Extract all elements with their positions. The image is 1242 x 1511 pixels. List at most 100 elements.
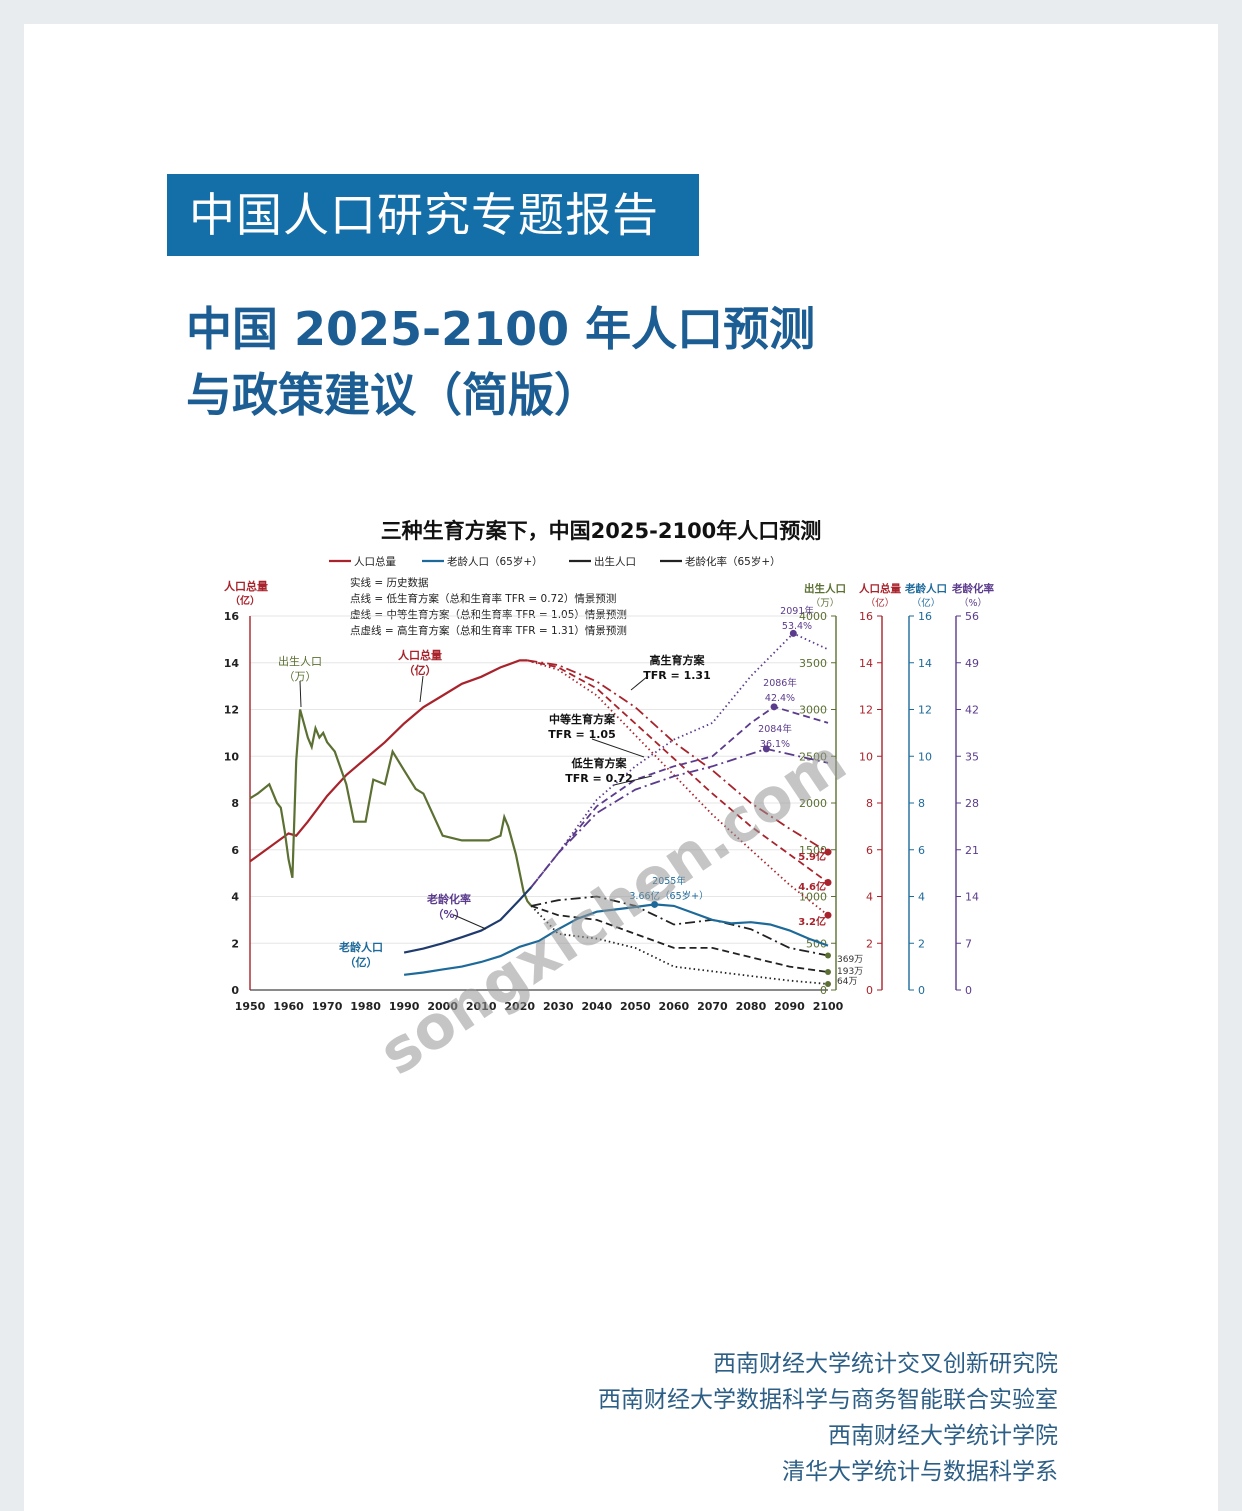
x-tick-label: 2000: [427, 1000, 458, 1013]
出生人口-tick-label: 4000: [799, 610, 827, 623]
series-line-aging-11: [530, 705, 829, 888]
series-line-aging-10: [530, 632, 829, 888]
high-scenario-annotation-0: 高生育方案: [650, 653, 706, 667]
report-cover: 中国人口研究专题报告 中国 2025-2100 年人口预测 与政策建议（简版） …: [24, 24, 1218, 1511]
end-births-label-1: 193万: [837, 967, 863, 977]
老龄化率-tick-label: 0: [965, 984, 972, 997]
x-tick-label: 1950: [235, 1000, 266, 1013]
legend-label-0: 人口总量: [354, 555, 396, 568]
老龄化率-tick-label: 35: [965, 750, 979, 763]
institute-1: 西南财经大学统计交叉创新研究院: [713, 1351, 1058, 1377]
aging-hist-annotation-0: 老龄化率: [426, 892, 471, 906]
老龄人口-tick-label: 14: [918, 657, 932, 670]
mid-scenario-annotation-1: TFR = 1.05: [548, 728, 616, 741]
line-style-note-2: 虚线 = 中等生育方案（总和生育率 TFR = 1.05）情景预测: [350, 608, 627, 621]
births-end-marker: [825, 952, 831, 959]
births-end-marker: [825, 968, 831, 975]
high-scenario-annotation-1: TFR = 1.31: [643, 669, 711, 682]
x-tick-label: 2070: [697, 1000, 728, 1013]
end-total-label-1: 4.6亿: [798, 880, 826, 893]
series-line-total-2: [527, 659, 829, 884]
peak-mid-annotation-0: 2086年: [763, 677, 797, 689]
left-tick-label: 16: [224, 610, 240, 623]
老龄人口-tick-label: 4: [918, 891, 925, 904]
series-line-total-0: [249, 659, 528, 863]
aging-peak-marker: [789, 629, 797, 637]
老龄化率-tick-label: 49: [965, 657, 979, 670]
aging-peak-marker: [762, 745, 770, 753]
出生人口-tick-label: 0: [820, 984, 827, 997]
x-tick-label: 2030: [543, 1000, 574, 1013]
人口总量-axis-label: 人口总量: [859, 582, 901, 595]
x-tick-label: 1980: [350, 1000, 381, 1013]
title-line-1: 中国 2025-2100 年人口预测: [186, 302, 816, 356]
x-tick-label: 2060: [659, 1000, 690, 1013]
peak-mid-annotation-1: 42.4%: [765, 693, 795, 704]
elderly-peak-marker: [651, 900, 659, 908]
人口总量-tick-label: 8: [866, 797, 873, 810]
total-end-marker: [824, 848, 832, 856]
人口总量-tick-label: 10: [859, 750, 873, 763]
老龄人口-tick-label: 12: [918, 704, 932, 717]
institute-2: 西南财经大学数据科学与商务智能联合实验室: [598, 1387, 1058, 1413]
annotation-arrow-0: [299, 680, 302, 708]
report-title: 中国 2025-2100 年人口预测 与政策建议（简版）: [186, 296, 815, 428]
left-axis-label: 人口总量: [224, 579, 268, 593]
人口总量-tick-label: 12: [859, 704, 873, 717]
老龄人口-axis-label: 老龄人口: [904, 582, 947, 595]
人口总量-axis-unit: （亿）: [866, 597, 895, 609]
series-line-total-3: [527, 659, 829, 916]
老龄化率-tick-label: 14: [965, 891, 979, 904]
x-tick-label: 1960: [273, 1000, 304, 1013]
老龄人口-tick-label: 0: [918, 984, 925, 997]
elderly-hist-annotation-0: 老龄人口: [338, 940, 383, 954]
x-tick-label: 2040: [581, 1000, 612, 1013]
legend-label-2: 出生人口: [594, 555, 636, 568]
老龄人口-tick-label: 8: [918, 797, 925, 810]
老龄化率-tick-label: 56: [965, 610, 979, 623]
left-tick-label: 6: [231, 844, 239, 857]
left-tick-label: 10: [224, 750, 240, 763]
births-hist-annotation-0: 出生人口: [278, 654, 322, 668]
elderly-peak-annotation-1: 3.66亿（65岁+）: [629, 890, 708, 902]
annotation-arrow-2: [453, 914, 487, 930]
peak-high-annotation-0: 2084年: [758, 723, 792, 735]
annotation-arrow-3: [630, 675, 649, 691]
series-banner: 中国人口研究专题报告: [167, 174, 699, 256]
老龄化率-tick-label: 7: [965, 937, 972, 950]
mid-scenario-annotation-0: 中等生育方案: [549, 712, 616, 726]
出生人口-tick-label: 1000: [799, 891, 827, 904]
total-end-marker: [824, 878, 832, 886]
人口总量-tick-label: 2: [866, 937, 873, 950]
series-line-births-5: [531, 895, 829, 957]
end-births-label-0: 369万: [837, 955, 863, 965]
老龄人口-tick-label: 16: [918, 610, 932, 623]
end-total-label-0: 5.9亿: [798, 850, 826, 863]
老龄人口-tick-label: 2: [918, 937, 925, 950]
人口总量-tick-label: 4: [866, 891, 873, 904]
elderly-peak-annotation-0: 2055年: [652, 875, 686, 887]
births-hist-annotation-1: （万）: [284, 670, 317, 683]
line-style-note-0: 实线 = 历史数据: [350, 576, 429, 589]
出生人口-tick-label: 2000: [799, 797, 827, 810]
老龄人口-axis-unit: （亿）: [912, 597, 941, 609]
老龄化率-axis-unit: （%）: [959, 597, 987, 609]
chart-title: 三种生育方案下，中国2025-2100年人口预测: [381, 519, 822, 543]
annotation-arrow-5: [613, 775, 653, 786]
出生人口-tick-label: 2500: [799, 750, 827, 763]
legend-label-3: 老龄化率（65岁+）: [685, 555, 781, 568]
institute-4: 清华大学统计与数据科学系: [782, 1459, 1058, 1485]
series-line-elderly-8: [403, 903, 829, 976]
老龄人口-tick-label: 10: [918, 750, 932, 763]
出生人口-axis-label: 出生人口: [804, 582, 846, 595]
老龄化率-tick-label: 21: [965, 844, 979, 857]
x-tick-label: 2050: [620, 1000, 651, 1013]
出生人口-tick-label: 3000: [799, 704, 827, 717]
institutes-list: 西南财经大学统计交叉创新研究院 西南财经大学数据科学与商务智能联合实验室 西南财…: [598, 1346, 1058, 1490]
series-line-aging-9: [403, 886, 533, 954]
left-tick-label: 0: [231, 984, 239, 997]
births-end-marker: [825, 981, 831, 988]
left-tick-label: 2: [231, 937, 239, 950]
老龄化率-axis-label: 老龄化率: [951, 582, 994, 595]
peak-high-annotation-1: 36.1%: [760, 739, 790, 750]
